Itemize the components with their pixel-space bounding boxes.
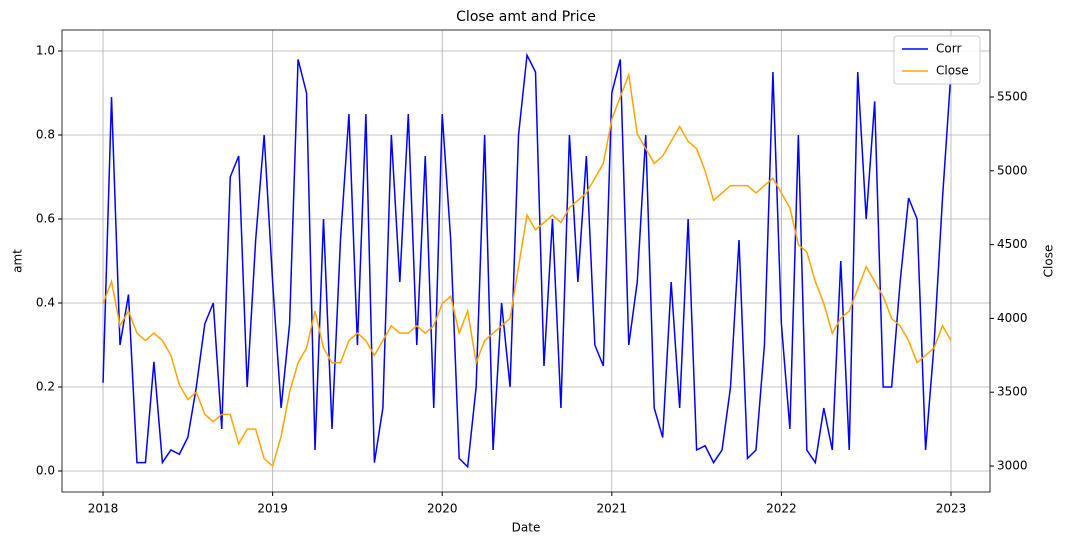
- y-axis-label: amt: [11, 249, 25, 273]
- x-tick-label: 2018: [88, 502, 119, 516]
- legend-box: [893, 35, 981, 85]
- y2-tick-label: 5500: [997, 90, 1028, 104]
- y-tick-label: 0.6: [36, 212, 55, 226]
- y2-tick-label: 3500: [997, 385, 1028, 399]
- y-tick-label: 0.8: [36, 128, 55, 142]
- x-tick-label: 2020: [427, 502, 458, 516]
- x-axis-label: Date: [512, 521, 541, 535]
- data-line: [102, 71, 952, 468]
- x-tick-label: 2022: [766, 502, 797, 516]
- y-tick-label: 0.4: [36, 296, 55, 310]
- legend-label: Corr: [936, 42, 961, 56]
- y2-tick-label: 4000: [997, 311, 1028, 325]
- x-tick-label: 2023: [936, 502, 967, 516]
- x-tick-label: 2019: [257, 502, 288, 516]
- chart-title: Close amt and Price: [456, 9, 596, 25]
- data-line: [102, 52, 952, 469]
- y-tick-label: 0.2: [36, 380, 55, 394]
- y2-tick-label: 3000: [997, 459, 1028, 473]
- y2-axis-label: Close: [1042, 245, 1056, 278]
- x-tick-label: 2021: [597, 502, 628, 516]
- y2-tick-label: 5000: [997, 163, 1028, 177]
- plot-frame: [61, 29, 991, 493]
- y-tick-label: 1.0: [36, 44, 55, 58]
- legend-label: Close: [936, 64, 969, 78]
- y-tick-label: 0.0: [36, 464, 55, 478]
- y2-tick-label: 4500: [997, 237, 1028, 251]
